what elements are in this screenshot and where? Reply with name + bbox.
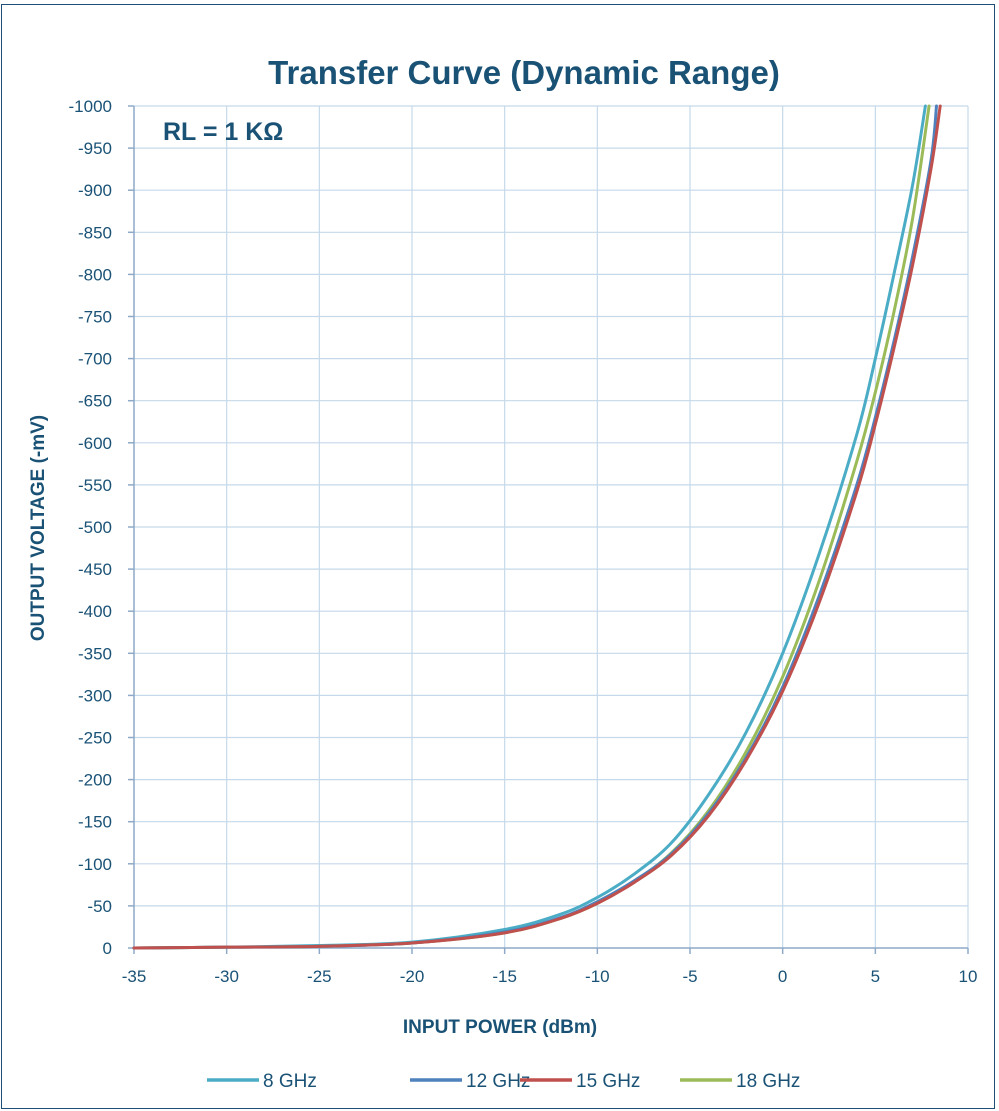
y-tick-label: -750 (78, 308, 112, 327)
y-tick-label: -500 (78, 518, 112, 537)
x-tick-label: -15 (492, 967, 517, 986)
x-tick-label: -35 (122, 967, 147, 986)
y-tick-label: -200 (78, 771, 112, 790)
y-tick-label: -600 (78, 434, 112, 453)
legend-item-18-ghz: 18 GHz (680, 1071, 800, 1092)
legend-label: 12 GHz (466, 1071, 530, 1092)
y-tick-label: -550 (78, 476, 112, 495)
legend-item-12-ghz: 12 GHz (410, 1071, 530, 1092)
x-tick-label: -25 (307, 967, 332, 986)
y-tick-label: -50 (87, 897, 112, 916)
y-tick-label: -400 (78, 602, 112, 621)
y-tick-label: 0 (103, 939, 112, 958)
legend-label: 8 GHz (263, 1071, 317, 1092)
chart-frame (1, 4, 995, 1109)
x-tick-label: -10 (585, 967, 610, 986)
legend-label: 18 GHz (736, 1071, 800, 1092)
legend-item-15-ghz: 15 GHz (520, 1071, 640, 1092)
legend-label: 15 GHz (576, 1071, 640, 1092)
y-tick-label: -950 (78, 139, 112, 158)
y-tick-label: -300 (78, 686, 112, 705)
tick-labels: 0-50-100-150-200-250-300-350-400-450-500… (69, 97, 978, 986)
y-tick-label: -150 (78, 813, 112, 832)
y-tick-label: -100 (78, 855, 112, 874)
chart-title: Transfer Curve (Dynamic Range) (268, 54, 780, 91)
series-line-15-ghz (132, 104, 942, 950)
y-axis-label: OUTPUT VOLTAGE (-mV) (28, 415, 49, 641)
y-tick-label: -650 (78, 392, 112, 411)
x-tick-label: 10 (959, 967, 978, 986)
y-tick-label: -450 (78, 560, 112, 579)
x-tick-label: -5 (682, 967, 697, 986)
y-tick-label: -850 (78, 223, 112, 242)
x-tick-label: 5 (871, 967, 880, 986)
y-tick-label: -1000 (69, 97, 112, 116)
x-tick-label: 0 (778, 967, 787, 986)
y-tick-label: -350 (78, 644, 112, 663)
x-tick-label: -20 (400, 967, 425, 986)
y-tick-label: -900 (78, 181, 112, 200)
legend-item-8-ghz: 8 GHz (207, 1071, 317, 1092)
y-tick-label: -700 (78, 350, 112, 369)
series-lines (132, 104, 942, 950)
x-tick-label: -30 (214, 967, 239, 986)
load-annotation: RL = 1 KΩ (163, 118, 283, 146)
y-tick-label: -800 (78, 265, 112, 284)
legend: 8 GHz 12 GHz 15 GHz 18 GHz (207, 1071, 800, 1092)
y-tick-label: -250 (78, 729, 112, 748)
x-axis-label: INPUT POWER (dBm) (403, 1017, 597, 1038)
